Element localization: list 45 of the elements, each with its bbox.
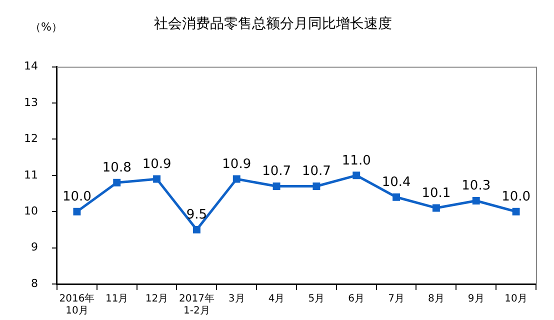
y-tick-label: 9 xyxy=(30,240,38,254)
data-label: 10.1 xyxy=(422,186,451,201)
y-tick-label: 8 xyxy=(30,276,38,290)
point xyxy=(153,175,161,183)
point xyxy=(73,208,81,216)
point xyxy=(472,197,480,204)
x-tick-label: 2016年 10月 xyxy=(59,292,95,317)
data-label: 10.9 xyxy=(222,156,252,172)
chart-title: 社会消费品零售总额分月同比增长速度 xyxy=(154,16,392,32)
y-tick-label: 10 xyxy=(24,204,38,218)
data-label: 10.4 xyxy=(382,174,411,190)
point xyxy=(392,193,400,201)
x-tick-label: 5月 xyxy=(308,294,325,305)
data-label: 9.5 xyxy=(186,208,208,223)
x-tick-label: 4月 xyxy=(268,294,285,305)
x-tick-label: 6月 xyxy=(348,294,365,305)
data-label: 10.0 xyxy=(62,189,92,204)
data-label: 10.0 xyxy=(502,189,531,204)
x-tick-label: 12月 xyxy=(145,294,168,305)
y-tick-label: 14 xyxy=(24,60,38,73)
data-label: 10.9 xyxy=(142,156,172,172)
x-tick-label: 11月 xyxy=(106,294,128,305)
point xyxy=(192,226,200,234)
y-tick-label: 12 xyxy=(24,132,38,146)
x-tick-label: 10月 xyxy=(504,294,528,305)
data-label: 10.3 xyxy=(462,178,491,194)
x-tick-label: 3月 xyxy=(228,294,245,305)
point xyxy=(312,182,320,190)
x-tick-label: 9月 xyxy=(468,294,484,305)
y-tick-label: 13 xyxy=(24,96,38,109)
point xyxy=(113,178,121,186)
data-label: 10.7 xyxy=(302,164,331,180)
point xyxy=(512,208,520,216)
y-axis-title: （%） xyxy=(30,20,62,34)
data-label: 10.8 xyxy=(102,160,132,176)
x-tick-label: 7月 xyxy=(388,294,404,305)
y-tick-label: 11 xyxy=(24,168,38,182)
data-label: 11.0 xyxy=(342,153,371,168)
data-label: 10.7 xyxy=(262,164,292,180)
point xyxy=(272,182,280,190)
point xyxy=(232,175,240,183)
point xyxy=(432,204,440,212)
x-tick-label: 2017年 1-2月 xyxy=(178,292,214,317)
x-tick-label: 8月 xyxy=(428,294,444,305)
point xyxy=(352,172,360,180)
